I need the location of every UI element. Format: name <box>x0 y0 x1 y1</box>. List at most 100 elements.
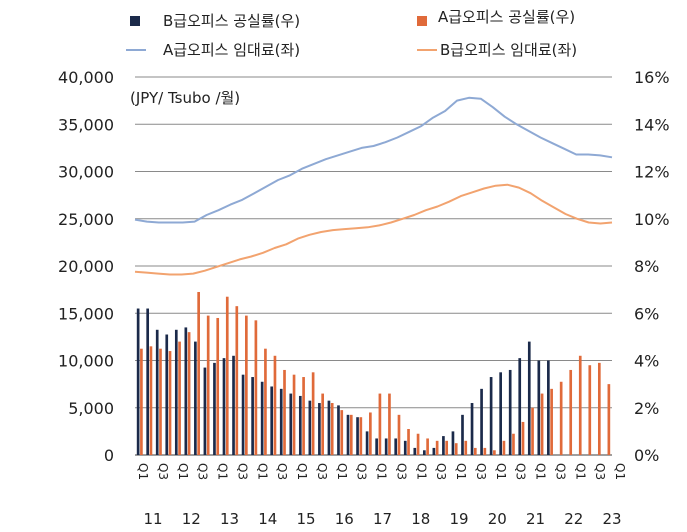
bar-a-vacancy <box>369 412 372 455</box>
year-tick-label: 21 <box>526 510 545 528</box>
bar-a-vacancy <box>607 384 611 455</box>
quarter-tick-label: Q1 <box>295 463 309 480</box>
right-tick-label: 6% <box>634 304 659 323</box>
quarter-tick-label: Q1 <box>335 463 349 480</box>
bar-a-vacancy <box>149 346 153 455</box>
bar-a-vacancy <box>168 351 172 455</box>
bar-a-vacancy <box>473 447 477 455</box>
bar-a-vacancy <box>283 369 286 455</box>
bars-group <box>136 291 611 455</box>
bar-a-vacancy <box>569 369 573 455</box>
bar-a-vacancy <box>206 315 210 455</box>
bar-a-vacancy <box>397 414 401 455</box>
year-tick-label: 22 <box>564 510 583 528</box>
left-axis: 0 5,000 10,000 15,000 20,000 25,000 30,000 35,0… <box>58 68 114 465</box>
quarter-tick-label: Q1 <box>255 463 269 480</box>
bar-a-vacancy <box>330 403 334 455</box>
bar-b-vacancy <box>327 400 331 455</box>
left-tick-label: 0 <box>104 446 114 465</box>
bar-b-vacancy <box>136 308 140 455</box>
quarter-tick-label: Q3 <box>315 463 329 480</box>
bar-a-vacancy <box>311 372 315 455</box>
bar-a-vacancy <box>178 341 181 455</box>
bar-b-vacancy <box>451 431 455 455</box>
bar-a-vacancy <box>349 414 353 455</box>
quarter-tick-label: Q1 <box>136 463 150 480</box>
bar-b-vacancy <box>508 369 512 455</box>
bar-b-vacancy <box>384 438 388 455</box>
bar-b-vacancy <box>184 327 188 455</box>
bar-a-vacancy <box>512 433 515 455</box>
year-tick-label: 15 <box>296 510 315 528</box>
bar-a-vacancy <box>273 355 277 455</box>
year-tick-label: 12 <box>182 510 201 528</box>
right-tick-label: 16% <box>634 68 670 87</box>
year-tick-label: 14 <box>258 510 277 528</box>
quarter-tick-label: Q1 <box>176 463 190 480</box>
bar-a-vacancy <box>359 417 363 455</box>
bar-b-vacancy <box>547 360 550 455</box>
right-tick-label: 0% <box>634 446 659 465</box>
quarter-tick-label: Q1 <box>454 463 468 480</box>
bar-b-vacancy <box>432 447 436 455</box>
bar-b-vacancy <box>298 395 302 455</box>
quarter-tick-label: Q1 <box>216 463 230 480</box>
bar-a-vacancy <box>378 393 382 455</box>
legend-label-a-vacancy: A급오피스 공실률(우) <box>438 8 575 26</box>
bar-b-vacancy <box>222 358 226 455</box>
bar-a-vacancy <box>254 320 258 455</box>
bar-b-vacancy <box>537 360 541 455</box>
bar-a-vacancy <box>550 388 553 455</box>
bar-b-vacancy <box>518 358 522 455</box>
bar-b-vacancy <box>241 374 245 455</box>
bar-a-vacancy <box>559 381 563 455</box>
bar-a-vacancy <box>302 377 305 455</box>
bar-b-vacancy <box>356 417 359 455</box>
bar-a-vacancy <box>445 440 449 455</box>
bar-a-vacancy <box>407 429 410 455</box>
year-tick-label: 13 <box>220 510 239 528</box>
year-tick-label: 18 <box>411 510 430 528</box>
bar-b-vacancy <box>365 431 369 455</box>
quarter-tick-label: Q1 <box>375 463 389 480</box>
bar-a-vacancy <box>531 407 534 455</box>
quarter-tick-label: Q3 <box>593 463 607 480</box>
bar-a-vacancy <box>140 348 143 455</box>
quarter-tick-label: Q1 <box>613 463 627 480</box>
bar-b-vacancy <box>155 329 159 455</box>
left-tick-label: 15,000 <box>58 304 114 323</box>
bar-b-vacancy <box>480 388 483 455</box>
quarter-tick-label: Q3 <box>434 463 448 480</box>
year-tick-label: 17 <box>373 510 392 528</box>
bar-a-vacancy <box>225 296 229 455</box>
quarter-tick-label: Q3 <box>235 463 249 480</box>
right-axis: 0% 2% 4% 6% 8% 10% 12% 14% 16% <box>634 68 670 465</box>
line-a-rent <box>134 96 613 224</box>
lines-group <box>134 96 613 276</box>
quarter-tick-label: Q3 <box>514 463 528 480</box>
line-b-rent <box>134 183 613 276</box>
bar-a-vacancy <box>540 393 544 455</box>
year-tick-label: 20 <box>488 510 507 528</box>
legend-label-a-rent: A급오피스 임대료(좌) <box>163 41 300 59</box>
bar-a-vacancy <box>578 355 582 455</box>
quarter-tick-label: Q1 <box>414 463 428 480</box>
bar-b-vacancy <box>232 355 235 455</box>
bar-b-vacancy <box>422 450 426 455</box>
bar-b-vacancy <box>403 440 407 455</box>
bar-a-vacancy <box>340 410 344 455</box>
bar-a-vacancy <box>493 450 496 455</box>
quarter-tick-label: Q3 <box>196 463 210 480</box>
bar-b-vacancy <box>308 400 312 455</box>
legend: B급오피스 공실률(우) A급오피스 공실률(우) A급오피스 임대료(좌) B… <box>126 8 577 59</box>
bar-a-vacancy <box>264 348 267 455</box>
bar-a-vacancy <box>187 332 191 455</box>
x-axis: Q1 Q3 Q1 Q3 Q1 Q3 Q1 Q3 Q1 Q3 Q1 Q3 Q1 Q3 Q1 Q3 Q1 Q3 Q1 Q3… <box>136 463 627 528</box>
left-tick-label: 30,000 <box>58 163 114 182</box>
bar-a-vacancy <box>521 421 525 455</box>
bar-b-vacancy <box>289 393 293 455</box>
left-tick-label: 35,000 <box>58 115 114 134</box>
gridlines <box>135 76 612 456</box>
